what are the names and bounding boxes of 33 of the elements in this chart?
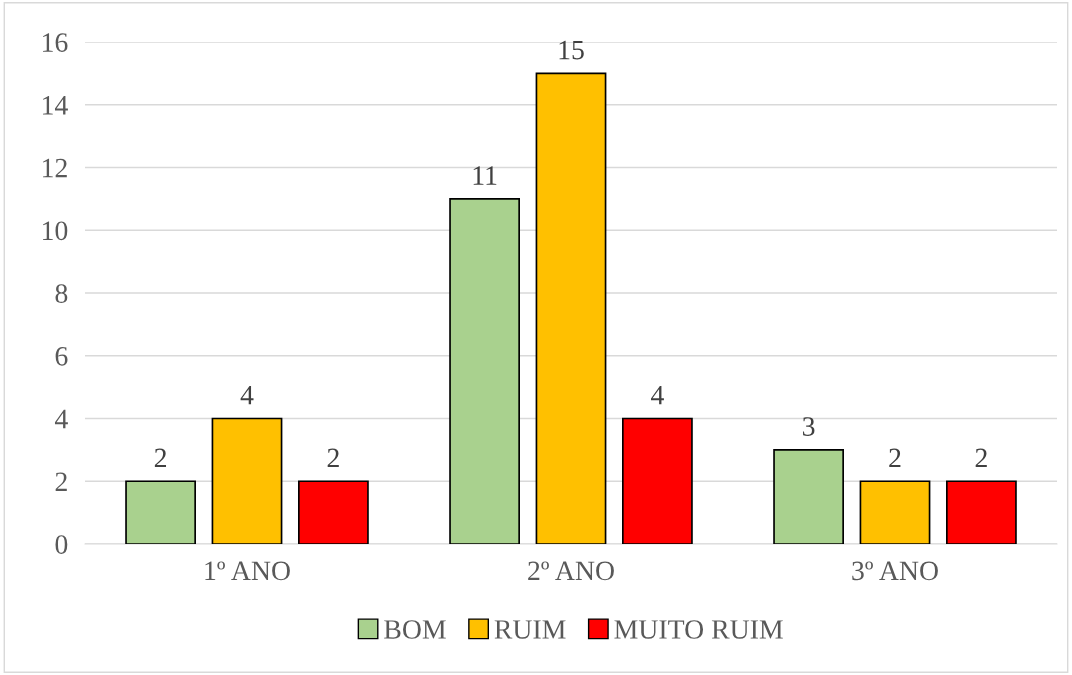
x-tick-label: 3º ANO: [852, 561, 938, 581]
data-label: 4: [240, 385, 254, 405]
data-label: 11: [473, 166, 497, 185]
bar: [946, 480, 1017, 544]
y-tick-label: 0: [55, 535, 68, 554]
data-label: 3: [802, 417, 815, 436]
bar: [535, 72, 607, 544]
y-tick-label: 16: [43, 33, 68, 52]
data-label: 4: [651, 385, 664, 405]
bar: [773, 449, 844, 544]
y-tick-label: 10: [43, 221, 68, 241]
data-label: 2: [154, 448, 167, 467]
data-label: 2: [889, 448, 901, 467]
bar: [449, 198, 520, 544]
legend-label: MUITO RUIM: [614, 620, 783, 639]
bar: [125, 480, 196, 544]
bar: [211, 417, 283, 544]
data-label: 2: [975, 448, 987, 467]
y-tick-label: 6: [55, 346, 68, 366]
x-tick-label: 2º ANO: [528, 561, 614, 581]
y-tick-label: 12: [43, 158, 67, 178]
bar: [298, 480, 369, 544]
y-tick-label: 8: [55, 284, 68, 303]
bar: [622, 417, 693, 544]
y-tick-label: 2: [55, 472, 67, 491]
data-label: 2: [327, 448, 339, 467]
x-tick-label: 1º ANO: [205, 561, 290, 581]
legend-label: RUIM: [494, 620, 566, 639]
y-tick-label: 4: [54, 409, 68, 429]
legend-label: BOM: [384, 620, 446, 639]
bar: [859, 480, 931, 544]
y-tick-label: 14: [43, 96, 68, 115]
data-label: 15: [559, 40, 584, 60]
